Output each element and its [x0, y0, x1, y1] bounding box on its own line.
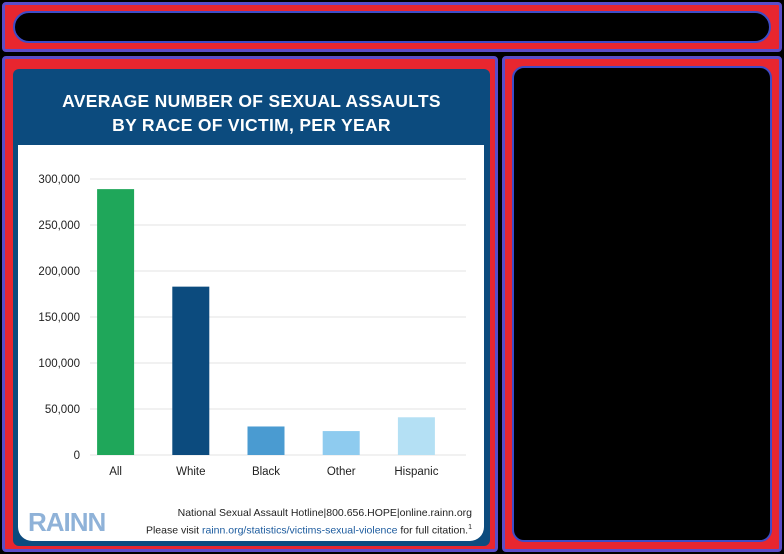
x-tick-label: All [109, 466, 122, 478]
citation-footnote-mark: 1 [468, 524, 472, 531]
y-tick-label: 100,000 [38, 358, 80, 370]
y-tick-label: 0 [74, 450, 80, 462]
citation-link[interactable]: rainn.org/statistics/victims-sexual-viol… [201, 524, 398, 537]
chart-panel: AVERAGE NUMBER OF SEXUAL ASSAULTS BY RAC… [2, 56, 498, 552]
top-banner-placeholder [13, 11, 771, 43]
chart-title-line-1: AVERAGE NUMBER OF SEXUAL ASSAULTS [62, 91, 441, 111]
x-tick-label: White [176, 466, 205, 478]
bar-white [172, 286, 210, 455]
citation-prefix: Please visit [145, 524, 202, 537]
rainn-logo: RAINN [28, 507, 106, 537]
side-panel-placeholder [512, 66, 772, 542]
x-tick-label: Hispanic [394, 466, 438, 478]
chart-title-line-2: BY RACE OF VICTIM, PER YEAR [112, 115, 391, 135]
side-panel [502, 56, 782, 552]
bar-other [322, 431, 360, 455]
citation-text: Please visit rainn.org/statistics/victim… [146, 524, 472, 537]
bar-chart: 0 50,000 100,000 150,000 200,000 250,000 300,0… [38, 174, 466, 478]
top-banner [2, 2, 782, 52]
x-tick-label: Black [252, 466, 280, 478]
chart-container: AVERAGE NUMBER OF SEXUAL ASSAULTS BY RAC… [13, 69, 490, 546]
y-tick-label: 50,000 [45, 404, 80, 416]
y-tick-label: 250,000 [38, 220, 80, 232]
y-tick-label: 150,000 [38, 312, 80, 324]
bar-hispanic [397, 417, 435, 455]
bar-all [97, 189, 135, 455]
citation-suffix: for full citation. [397, 524, 469, 537]
bar-black [247, 426, 285, 455]
chart-card: 0 50,000 100,000 150,000 200,000 250,000 300,0… [18, 145, 484, 541]
chart-title: AVERAGE NUMBER OF SEXUAL ASSAULTS BY RAC… [13, 89, 490, 137]
y-tick-label: 300,000 [38, 174, 80, 186]
x-tick-label: Other [327, 466, 356, 478]
y-tick-label: 200,000 [38, 266, 80, 278]
hotline-text: National Sexual Assault Hotline|800.656.… [177, 507, 472, 519]
